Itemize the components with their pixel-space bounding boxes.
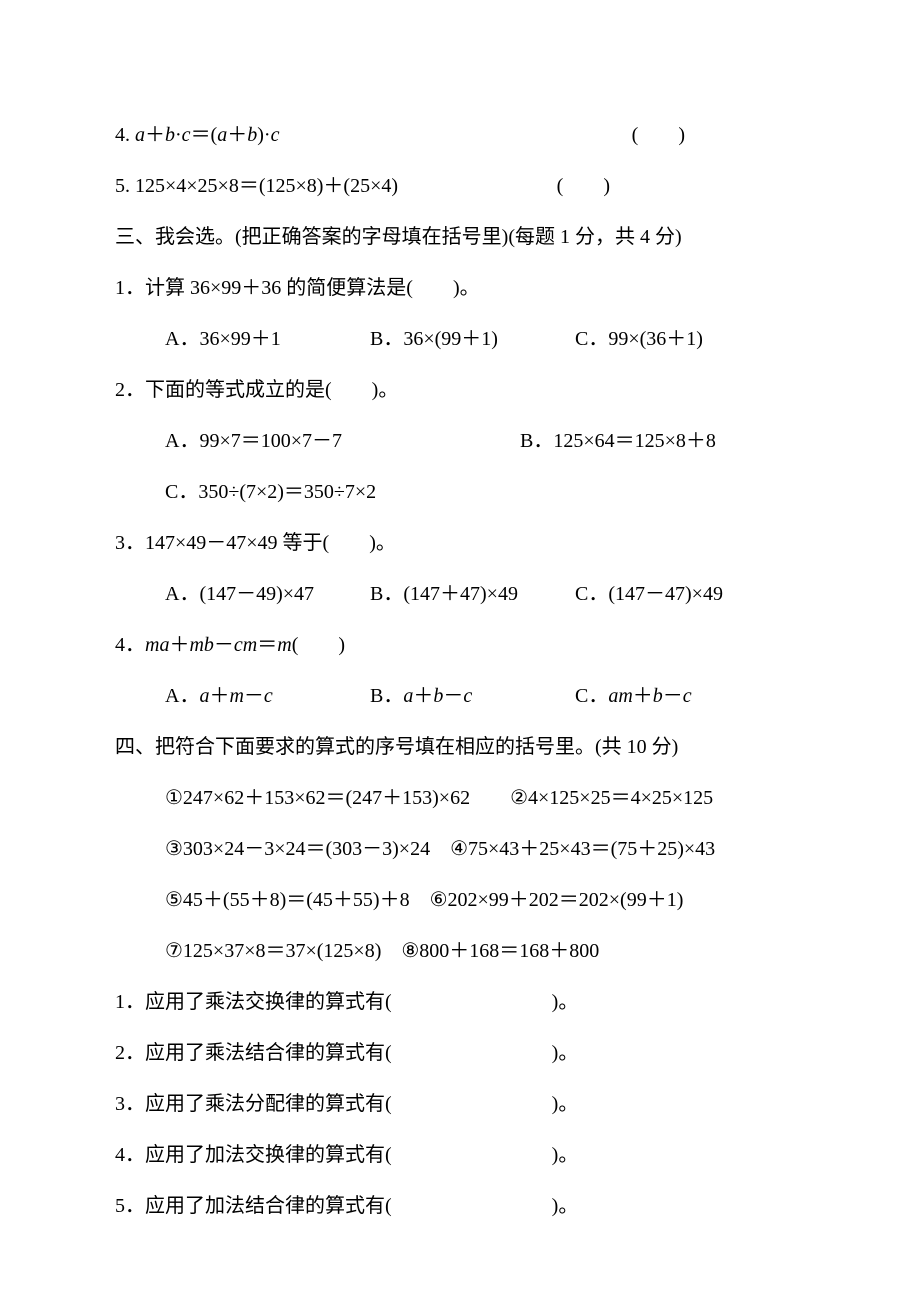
q2-5-text: 5. 125×4×25×8＝(125×8)＋(25×4)	[115, 175, 398, 197]
q3-1-a: A．36×99＋1	[165, 314, 365, 365]
q3-4-expr: ma	[145, 634, 169, 656]
q3-1-choices: A．36×99＋1 B．36×(99＋1) C．99×(36＋1)	[115, 314, 805, 365]
s4-line4: ⑦125×37×8＝37×(125×8) ⑧800＋168＝168＋800	[115, 926, 805, 977]
q3-4-prefix: 4．	[115, 634, 145, 656]
q3-4-c: C．am＋b－c	[575, 671, 775, 722]
q3-2-choices-1: A．99×7＝100×7－7 B．125×64＝125×8＋8	[115, 416, 805, 467]
q3-3-c: C．(147－47)×49	[575, 569, 775, 620]
q3-2-c: C．350÷(7×2)＝350÷7×2	[165, 467, 376, 518]
q3-2-stem: 2．下面的等式成立的是( )。	[115, 365, 805, 416]
q3-1-b: B．36×(99＋1)	[370, 314, 570, 365]
section-4-title: 四、把符合下面要求的算式的序号填在相应的括号里。(共 10 分)	[115, 722, 805, 773]
s4-line2: ③303×24－3×24＝(303－3)×24 ④75×43＋25×43＝(75…	[115, 824, 805, 875]
q2-4-paren: ( )	[632, 110, 685, 161]
q4-5: 5．应用了加法结合律的算式有( )。	[115, 1181, 805, 1232]
q3-4-choices: A．a＋m－c B．a＋b－c C．am＋b－c	[115, 671, 805, 722]
s4-line1: ①247×62＋153×62＝(247＋153)×62 ②4×125×25＝4×…	[115, 773, 805, 824]
q3-3-choices: A．(147－49)×47 B．(147＋47)×49 C．(147－47)×4…	[115, 569, 805, 620]
q3-4-stem: 4．ma＋mb－cm＝m( )	[115, 620, 805, 671]
section-3-title: 三、我会选。(把正确答案的字母填在括号里)(每题 1 分，共 4 分)	[115, 212, 805, 263]
q3-2-b: B．125×64＝125×8＋8	[520, 416, 716, 467]
q4-3: 3．应用了乘法分配律的算式有( )。	[115, 1079, 805, 1130]
s4-line3: ⑤45＋(55＋8)＝(45＋55)＋8 ⑥202×99＋202＝202×(99…	[115, 875, 805, 926]
q2-4-text: 4. a＋b·c＝(a＋b)·c	[115, 124, 279, 146]
q3-4-a: A．a＋m－c	[165, 671, 365, 722]
q3-3-stem: 3．147×49－47×49 等于( )。	[115, 518, 805, 569]
q2-5-paren: ( )	[557, 161, 610, 212]
q4-2: 2．应用了乘法结合律的算式有( )。	[115, 1028, 805, 1079]
q4-1: 1．应用了乘法交换律的算式有( )。	[115, 977, 805, 1028]
q4-4: 4．应用了加法交换律的算式有( )。	[115, 1130, 805, 1181]
q3-4-b: B．a＋b－c	[370, 671, 570, 722]
q3-2-a: A．99×7＝100×7－7	[165, 416, 515, 467]
question-2-4: 4. a＋b·c＝(a＋b)·c ( )	[115, 110, 805, 161]
q3-1-stem: 1．计算 36×99＋36 的简便算法是( )。	[115, 263, 805, 314]
q3-3-a: A．(147－49)×47	[165, 569, 365, 620]
q3-2-choices-2: C．350÷(7×2)＝350÷7×2	[115, 467, 805, 518]
q3-3-b: B．(147＋47)×49	[370, 569, 570, 620]
question-2-5: 5. 125×4×25×8＝(125×8)＋(25×4) ( )	[115, 161, 805, 212]
q3-1-c: C．99×(36＋1)	[575, 314, 775, 365]
